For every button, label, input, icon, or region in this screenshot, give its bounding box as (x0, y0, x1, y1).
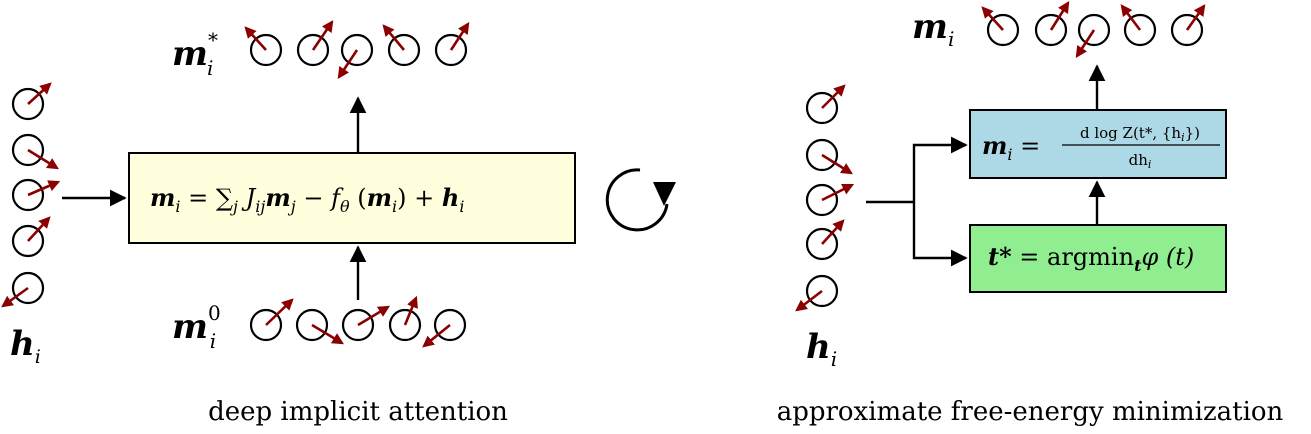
spin (1034, 1, 1070, 47)
attention-equation: mi = ∑j Jijmj − fθ (mi) + hi (150, 183, 464, 216)
left-initial-label: m0 i (172, 301, 221, 353)
left-initial-spins (249, 295, 467, 348)
left-input-spins (1, 82, 61, 308)
attention-update-box (128, 152, 576, 244)
spin (795, 274, 839, 312)
right-caption: approximate free-energy minimization (777, 397, 1284, 427)
spin (11, 82, 52, 121)
right-input-spins (795, 84, 855, 312)
left-output-spins (244, 20, 470, 79)
spin (11, 178, 61, 212)
left-input-label: hi (10, 324, 41, 368)
spin (1120, 4, 1157, 47)
spin (249, 298, 294, 342)
spin (341, 305, 391, 342)
spin (244, 26, 283, 67)
right-input-label: hi (806, 327, 837, 371)
spin (434, 22, 470, 67)
iteration-loop-icon (605, 168, 676, 232)
spin (388, 295, 422, 342)
derivative-denominator: dhi (1129, 151, 1152, 171)
left-caption: deep implicit attention (208, 397, 508, 427)
spin (805, 138, 853, 175)
spin (337, 33, 374, 79)
branch-to-top-box-arrow (912, 136, 968, 202)
spin (296, 20, 334, 67)
spin (805, 219, 845, 261)
derivative-numerator: d log Z(t*, {hi}) (1080, 124, 1200, 144)
right-output-label: mi (912, 7, 954, 51)
derivative-box (969, 109, 1227, 179)
spin (805, 84, 846, 125)
argmin-equation: t* = argmintφ (t) (988, 242, 1194, 275)
spin (295, 308, 345, 345)
spin (1075, 13, 1111, 58)
spin (382, 24, 421, 67)
spin (422, 308, 467, 348)
right-output-spins (981, 1, 1206, 58)
right-panel: hi t* = argmintφ (t) mi = d log Z(t*, {h… (777, 1, 1284, 427)
spin (1170, 4, 1206, 47)
left-output-label: m* i (172, 28, 218, 80)
spin (1, 271, 45, 308)
left-panel: hi mi = ∑j Jijmj − fθ (mi) + hi m* i (1, 20, 676, 427)
branch-to-bottom-box-arrow (912, 202, 968, 267)
derivative-lhs: mi = (982, 131, 1040, 164)
spin (805, 183, 855, 217)
argmin-box (969, 224, 1227, 293)
spin (11, 133, 59, 170)
spin (981, 6, 1020, 47)
spin (11, 216, 51, 258)
